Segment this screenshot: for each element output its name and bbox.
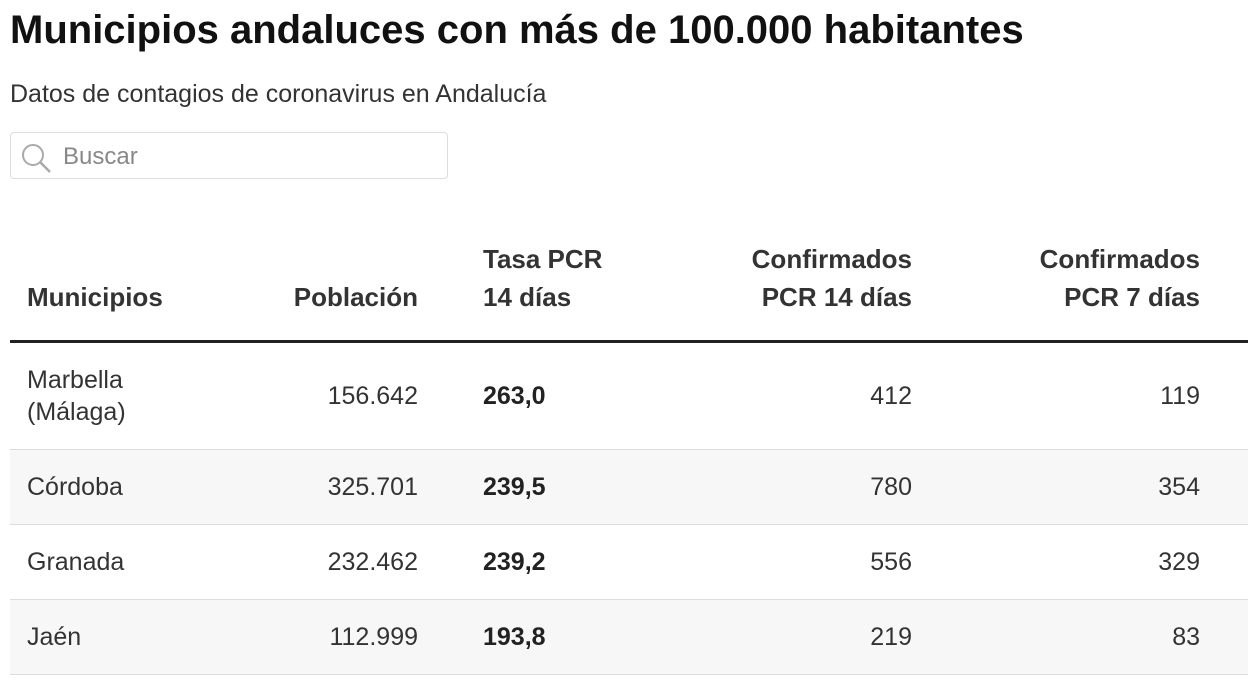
table-cell: Granada (10, 524, 235, 600)
table-cell: 239,2 (435, 524, 715, 600)
table-cell: 325.701 (235, 449, 435, 525)
table-cell: 780 (715, 449, 930, 525)
column-header[interactable]: Confirmados PCR 7 días (930, 232, 1248, 343)
table-cell: Jaén (10, 599, 235, 675)
table-row: Córdoba 325.701 239,5 780 354 (10, 449, 1248, 525)
table-cell: 156.642 (235, 341, 435, 450)
table-cell: 83 (930, 599, 1248, 675)
table-row: Jaén 112.999 193,8 219 83 (10, 599, 1248, 675)
title: Municipios andaluces con más de 100.000 … (10, 8, 1024, 52)
column-header[interactable]: Confirmados PCR 14 días (715, 232, 930, 343)
table-cell: 263,0 (435, 341, 715, 450)
table-cell: 112.999 (235, 599, 435, 675)
subtitle: Datos de contagios de coronavirus en And… (10, 80, 547, 108)
table-cell: Córdoba (10, 449, 235, 525)
search-icon (22, 144, 51, 173)
column-header[interactable]: Municipios (10, 232, 235, 343)
table-cell: 232.462 (235, 524, 435, 600)
table-cell: 239,5 (435, 449, 715, 525)
column-header[interactable]: Tasa PCR 14 días (435, 232, 715, 343)
table-row: Marbella (Málaga) 156.642 263,0 412 119 (10, 341, 1248, 450)
search-box[interactable]: Buscar (10, 132, 448, 179)
table-cell: 354 (930, 449, 1248, 525)
table-cell: 219 (715, 599, 930, 675)
search-placeholder: Buscar (63, 143, 138, 170)
table-row: Granada 232.462 239,2 556 329 (10, 524, 1248, 600)
table-cell: 193,8 (435, 599, 715, 675)
data-table: Municipios Población Tasa PCR 14 días Confi… (10, 232, 1248, 675)
table-cell: Marbella (Málaga) (10, 341, 235, 450)
table-cell: 119 (930, 341, 1248, 450)
table-cell: 556 (715, 524, 930, 600)
table-cell: 412 (715, 341, 930, 450)
table-cell: 329 (930, 524, 1248, 600)
column-header[interactable]: Población (235, 232, 435, 343)
